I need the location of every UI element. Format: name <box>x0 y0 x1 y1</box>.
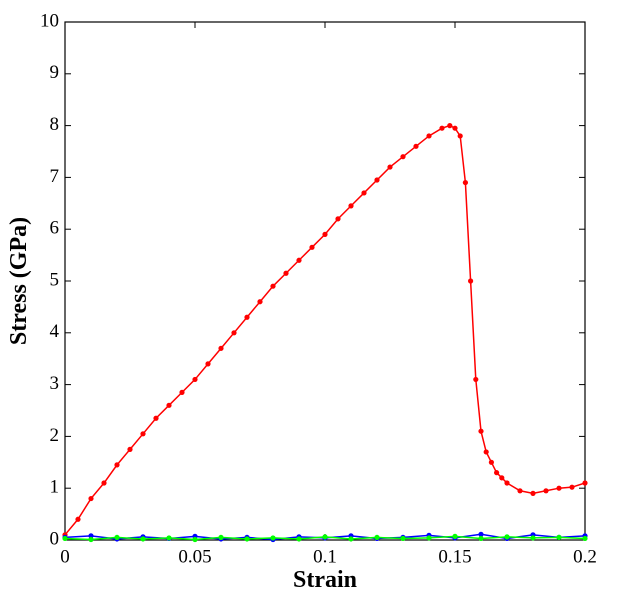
data-point <box>426 535 432 541</box>
data-point <box>257 299 263 305</box>
y-tick-label: 7 <box>50 166 60 187</box>
data-point <box>543 488 549 494</box>
data-point <box>387 164 393 170</box>
data-point <box>504 534 510 540</box>
data-point <box>244 314 250 320</box>
y-tick-label: 8 <box>50 114 60 135</box>
data-point <box>504 480 510 486</box>
data-point <box>582 480 588 486</box>
data-point <box>88 536 94 543</box>
data-point <box>296 257 302 263</box>
data-point <box>88 533 94 539</box>
data-point <box>218 345 224 351</box>
data-point <box>192 536 198 543</box>
data-point <box>494 470 500 476</box>
data-point <box>478 531 484 537</box>
x-tick-label: 0.2 <box>573 546 597 567</box>
data-point <box>88 495 94 502</box>
data-point <box>473 376 479 383</box>
data-point <box>179 389 185 395</box>
data-point <box>270 283 276 289</box>
data-point <box>400 535 406 542</box>
y-tick-label: 0 <box>50 528 60 549</box>
x-tick-label: 0.05 <box>178 546 211 567</box>
data-point <box>413 143 419 149</box>
data-point <box>426 133 432 139</box>
data-point <box>468 278 474 284</box>
data-point <box>335 216 341 222</box>
data-point <box>452 533 458 539</box>
data-point <box>374 534 380 541</box>
data-point <box>400 154 406 160</box>
y-tick-label: 6 <box>50 218 60 239</box>
data-point <box>556 534 562 541</box>
x-tick-label: 0 <box>60 546 70 567</box>
data-point <box>75 516 81 522</box>
data-point <box>101 480 107 486</box>
data-point <box>452 125 458 131</box>
data-point <box>140 431 146 437</box>
data-point <box>62 535 68 542</box>
y-tick-label: 2 <box>50 425 60 446</box>
data-point <box>462 179 468 186</box>
data-point <box>478 428 484 434</box>
data-point <box>374 177 380 183</box>
data-point <box>322 231 328 237</box>
data-point <box>569 484 575 490</box>
data-point <box>478 535 484 542</box>
data-point <box>348 203 354 209</box>
y-axis-label: Stress (GPa) <box>6 217 32 345</box>
y-tick-label: 5 <box>50 269 60 290</box>
series-line <box>64 124 586 536</box>
x-tick-label: 0.15 <box>438 546 471 567</box>
y-tick-label: 9 <box>50 62 60 83</box>
data-point <box>309 244 315 250</box>
data-point <box>166 402 172 408</box>
data-point <box>140 536 146 542</box>
data-point <box>166 535 172 541</box>
data-point <box>582 535 588 542</box>
x-axis-label: Strain <box>293 567 357 593</box>
data-point <box>517 488 523 494</box>
y-tick-label: 10 <box>40 10 59 31</box>
data-point <box>114 534 120 541</box>
data-point <box>447 123 453 129</box>
y-tick-label: 4 <box>50 321 60 342</box>
data-point <box>348 536 354 542</box>
y-tick-label: 1 <box>50 477 60 498</box>
data-point <box>231 330 237 336</box>
data-point <box>322 534 328 540</box>
data-point <box>283 270 289 276</box>
y-tick-label: 3 <box>50 373 60 394</box>
data-point <box>483 449 489 455</box>
data-point <box>296 536 302 542</box>
data-point <box>244 536 250 542</box>
data-point <box>457 133 463 139</box>
data-point <box>361 190 367 196</box>
data-point <box>114 462 120 468</box>
data-point <box>499 475 505 481</box>
data-point <box>192 376 198 383</box>
data-point <box>530 535 536 541</box>
data-point <box>530 490 536 496</box>
data-point <box>488 459 494 465</box>
data-point <box>556 485 562 491</box>
data-point <box>439 125 445 131</box>
plot-frame <box>64 21 586 541</box>
data-point <box>127 446 133 452</box>
data-point <box>153 415 159 421</box>
data-point <box>205 361 211 367</box>
x-tick-label: 0.1 <box>313 546 337 567</box>
data-point <box>270 535 276 541</box>
data-point <box>218 534 224 541</box>
